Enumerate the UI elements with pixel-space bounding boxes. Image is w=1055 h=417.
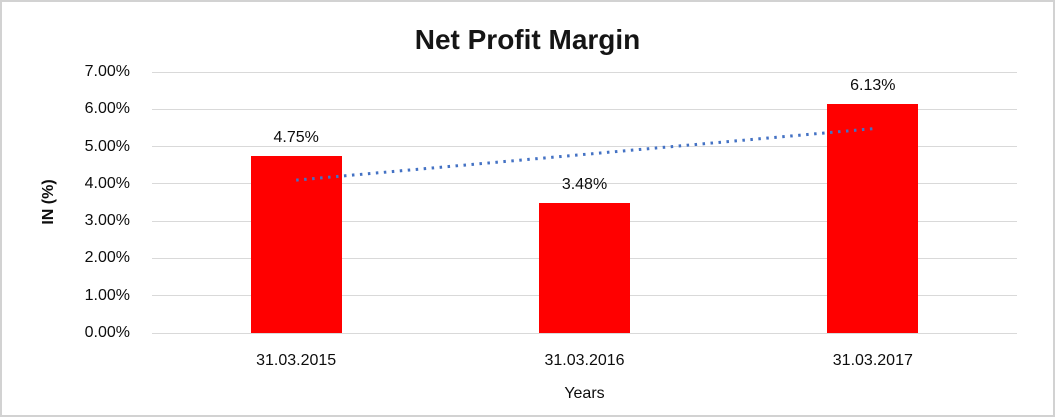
- y-tick-label: 0.00%: [84, 324, 130, 341]
- y-tick-label: 3.00%: [84, 212, 130, 230]
- y-tick-label: 6.00%: [84, 100, 130, 118]
- x-tick-label: 31.03.2017: [832, 352, 913, 369]
- x-tick-label: 31.03.2016: [544, 352, 625, 369]
- gridline: [152, 108, 1017, 110]
- bar-31.03.2017: [827, 104, 919, 333]
- bar-31.03.2015: [250, 155, 342, 333]
- bar-data-label: 4.75%: [273, 128, 319, 146]
- y-tick-label: 2.00%: [84, 249, 130, 267]
- y-tick-label: 5.00%: [84, 137, 130, 155]
- x-tick-label: 31.03.2015: [256, 352, 337, 369]
- gridline: [152, 183, 1017, 185]
- bar-data-label: 3.48%: [561, 176, 608, 194]
- gridline: [152, 332, 1017, 334]
- y-tick-label: 1.00%: [84, 286, 130, 304]
- x-axis-title: Years: [564, 385, 605, 402]
- y-tick-label: 7.00%: [84, 63, 130, 80]
- bar-data-label: 6.13%: [850, 77, 896, 95]
- gridline: [152, 71, 1017, 73]
- chart-title: Net Profit Margin: [414, 24, 641, 55]
- bar-31.03.2016: [539, 203, 630, 333]
- y-tick-label: 4.00%: [84, 174, 130, 192]
- plot-area: 4.75% 31.03.2015 3.48% 31.03.2016 6.13% 31.03…: [152, 71, 1017, 369]
- y-axis: 0.00% 1.00% 2.00% 3.00% 4.00% 5.00% 6.00% 7.00%: [2, 63, 140, 341]
